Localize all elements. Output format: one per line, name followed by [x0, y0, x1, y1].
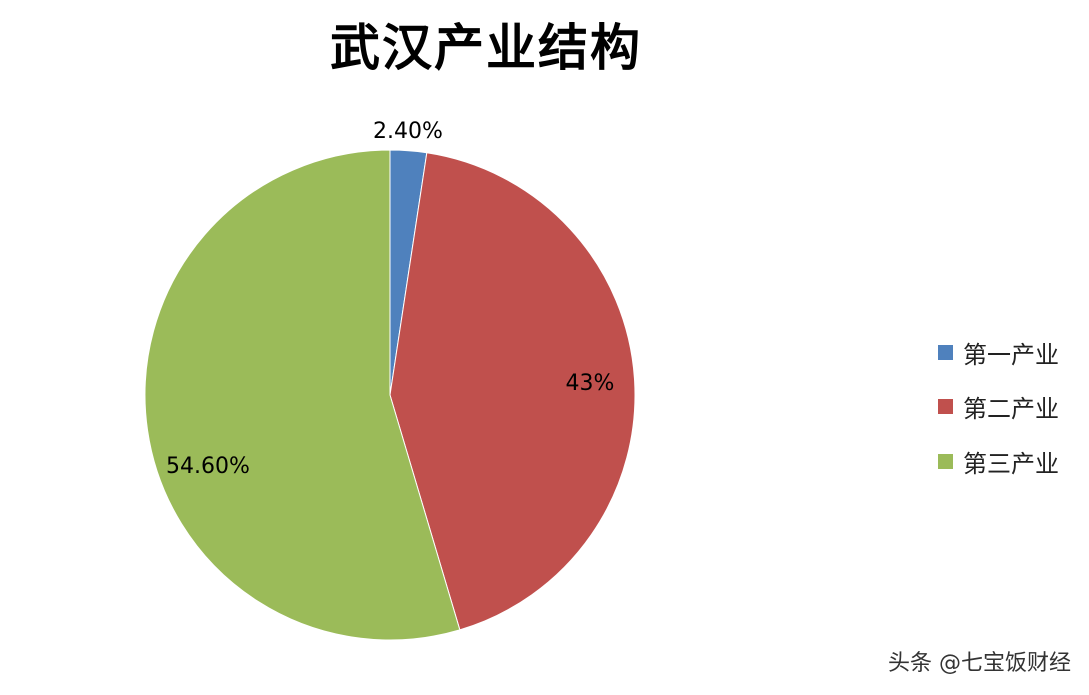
legend-swatch: [938, 344, 953, 360]
legend-label: 第三产业: [963, 449, 1059, 478]
pie-slice-3: [144, 149, 461, 641]
legend: 第一产业 第二产业 第三产业: [938, 325, 1059, 489]
legend-label: 第二产业: [963, 395, 1059, 424]
legend-swatch: [938, 453, 953, 469]
watermark: 头条 @七宝饭财经: [888, 651, 1071, 676]
chart-title: 武汉产业结构: [330, 19, 642, 77]
pie-slice-2: [389, 152, 636, 631]
data-label: 2.40%: [373, 119, 443, 144]
legend-item: 第一产业: [938, 325, 1059, 380]
legend-item: 第二产业: [938, 380, 1059, 435]
data-label: 43%: [566, 371, 615, 396]
legend-label: 第一产业: [963, 340, 1059, 369]
legend-item: 第三产业: [938, 434, 1059, 489]
data-label: 54.60%: [166, 454, 250, 479]
legend-swatch: [938, 399, 953, 415]
